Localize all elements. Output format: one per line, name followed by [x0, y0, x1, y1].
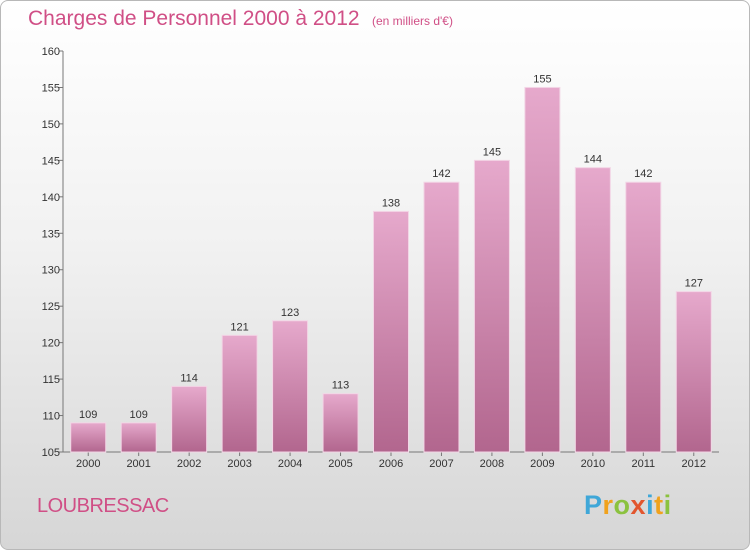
y-tick-label: 125 [42, 301, 60, 313]
bar-2009 [524, 86, 561, 453]
data-label-2006: 138 [382, 197, 400, 209]
data-label-2012: 127 [685, 278, 703, 290]
bar-2012 [675, 291, 712, 453]
y-tick-label: 135 [42, 228, 60, 240]
y-tick-label: 115 [42, 374, 60, 386]
y-tick-label: 155 [42, 82, 60, 94]
x-tick-label-2011: 2011 [631, 458, 655, 470]
data-label-2008: 145 [483, 146, 501, 158]
x-tick-label-2007: 2007 [429, 458, 453, 470]
x-tick-label-2001: 2001 [126, 458, 150, 470]
bar-2006 [373, 210, 409, 453]
x-tick-label-2005: 2005 [328, 458, 352, 470]
y-tick-label: 150 [42, 119, 60, 131]
commune-name: LOUBRESSAC [37, 495, 169, 517]
y-tick-label: 120 [42, 338, 60, 350]
x-tick-label-2002: 2002 [177, 458, 201, 470]
x-tick-label-2008: 2008 [480, 458, 504, 470]
proxiti-logo[interactable]: Proxiti [584, 490, 672, 520]
data-label-2007: 142 [432, 168, 450, 180]
bar-2011 [625, 181, 662, 453]
y-tick-label: 160 [42, 46, 60, 58]
bar-2008 [473, 159, 510, 453]
bar-2005 [322, 393, 359, 453]
chart-subtitle: (en milliers d'€) [372, 14, 453, 28]
data-label-2001: 109 [130, 409, 148, 421]
x-axis: 2000 2001 2002 2003 2004 2005 2006 2007 2008 2009… [63, 451, 719, 470]
x-tick-label-2012: 2012 [682, 458, 706, 470]
x-tick-label-2009: 2009 [530, 458, 554, 470]
x-tick-label-2003: 2003 [227, 458, 251, 470]
bar-2003 [221, 334, 258, 453]
bar-2000 [70, 422, 107, 453]
x-tick-label-2004: 2004 [278, 458, 302, 470]
bar-2002 [171, 385, 208, 453]
data-label-2005: 113 [332, 380, 350, 392]
bar-2010 [574, 167, 611, 453]
x-tick-label-2006: 2006 [379, 458, 403, 470]
data-label-2009: 155 [533, 73, 551, 85]
data-label-2011: 142 [634, 168, 652, 180]
y-tick-label: 140 [42, 192, 60, 204]
bar-2001 [120, 422, 157, 453]
data-label-2002: 114 [180, 372, 198, 384]
y-axis: 105 110 115 120 125 130 135 140 145 150 155 160 [42, 46, 64, 459]
data-label-2000: 109 [79, 409, 97, 421]
x-tick-label-2010: 2010 [581, 458, 605, 470]
bar-2007 [423, 181, 460, 453]
data-label-2010: 144 [584, 154, 602, 166]
y-tick-label: 105 [42, 447, 60, 459]
data-label-2004: 123 [281, 307, 299, 319]
bar-series: 109 109 114 121 123 113 138 142 145 155 144 142 127 [70, 73, 712, 453]
data-label-2003: 121 [230, 321, 248, 333]
x-tick-label-2000: 2000 [76, 458, 100, 470]
bar-2004 [272, 320, 309, 453]
y-tick-label: 130 [42, 265, 60, 277]
chart-title: Charges de Personnel 2000 à 2012 [28, 7, 360, 30]
y-tick-label: 145 [42, 155, 60, 167]
y-tick-label: 110 [42, 411, 60, 423]
